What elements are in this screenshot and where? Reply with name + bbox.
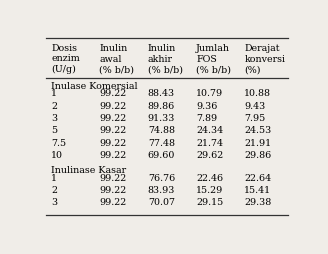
Text: 7.5: 7.5 [51,138,66,147]
Text: 91.33: 91.33 [148,114,175,123]
Text: 21.74: 21.74 [196,138,223,147]
Text: 74.88: 74.88 [148,126,175,135]
Text: 99.22: 99.22 [99,198,127,207]
Text: 1: 1 [51,89,57,98]
Text: 15.41: 15.41 [244,185,272,194]
Text: 89.86: 89.86 [148,101,175,110]
Text: 7.95: 7.95 [244,114,266,123]
Text: 83.93: 83.93 [148,185,175,194]
Text: 88.43: 88.43 [148,89,175,98]
Text: 99.22: 99.22 [99,101,127,110]
Text: 22.64: 22.64 [244,173,272,182]
Text: 3: 3 [51,198,57,207]
Text: 7.89: 7.89 [196,114,217,123]
Text: Inulin
awal
(% b/b): Inulin awal (% b/b) [99,44,134,74]
Text: 1: 1 [51,173,57,182]
Text: 99.22: 99.22 [99,173,127,182]
Text: 10: 10 [51,151,63,160]
Text: 22.46: 22.46 [196,173,223,182]
Text: 21.91: 21.91 [244,138,272,147]
Text: Dosis
enzim
(U/g): Dosis enzim (U/g) [51,44,80,74]
Text: 3: 3 [51,114,57,123]
Text: Inulin
akhir
(% b/b): Inulin akhir (% b/b) [148,44,183,74]
Text: 29.38: 29.38 [244,198,272,207]
Text: 9.43: 9.43 [244,101,266,110]
Text: 70.07: 70.07 [148,198,175,207]
Text: Inulinase Kasar: Inulinase Kasar [51,166,126,175]
Text: 9.36: 9.36 [196,101,217,110]
Text: Inulase Komersial: Inulase Komersial [51,82,138,91]
Text: 69.60: 69.60 [148,151,175,160]
Text: 24.34: 24.34 [196,126,223,135]
Text: 77.48: 77.48 [148,138,175,147]
Text: 24.53: 24.53 [244,126,272,135]
Text: 2: 2 [51,101,57,110]
Text: Derajat
konversi
(%): Derajat konversi (%) [244,44,285,74]
Text: 99.22: 99.22 [99,138,127,147]
Text: 99.22: 99.22 [99,185,127,194]
Text: 99.22: 99.22 [99,114,127,123]
Text: 2: 2 [51,185,57,194]
Text: 29.62: 29.62 [196,151,223,160]
Text: Jumlah
FOS
(% b/b): Jumlah FOS (% b/b) [196,44,231,74]
Text: 29.15: 29.15 [196,198,223,207]
Text: 99.22: 99.22 [99,126,127,135]
Text: 10.88: 10.88 [244,89,271,98]
Text: 76.76: 76.76 [148,173,175,182]
Text: 10.79: 10.79 [196,89,223,98]
Text: 99.22: 99.22 [99,151,127,160]
Text: 5: 5 [51,126,57,135]
Text: 15.29: 15.29 [196,185,223,194]
Text: 29.86: 29.86 [244,151,272,160]
Text: 99.22: 99.22 [99,89,127,98]
